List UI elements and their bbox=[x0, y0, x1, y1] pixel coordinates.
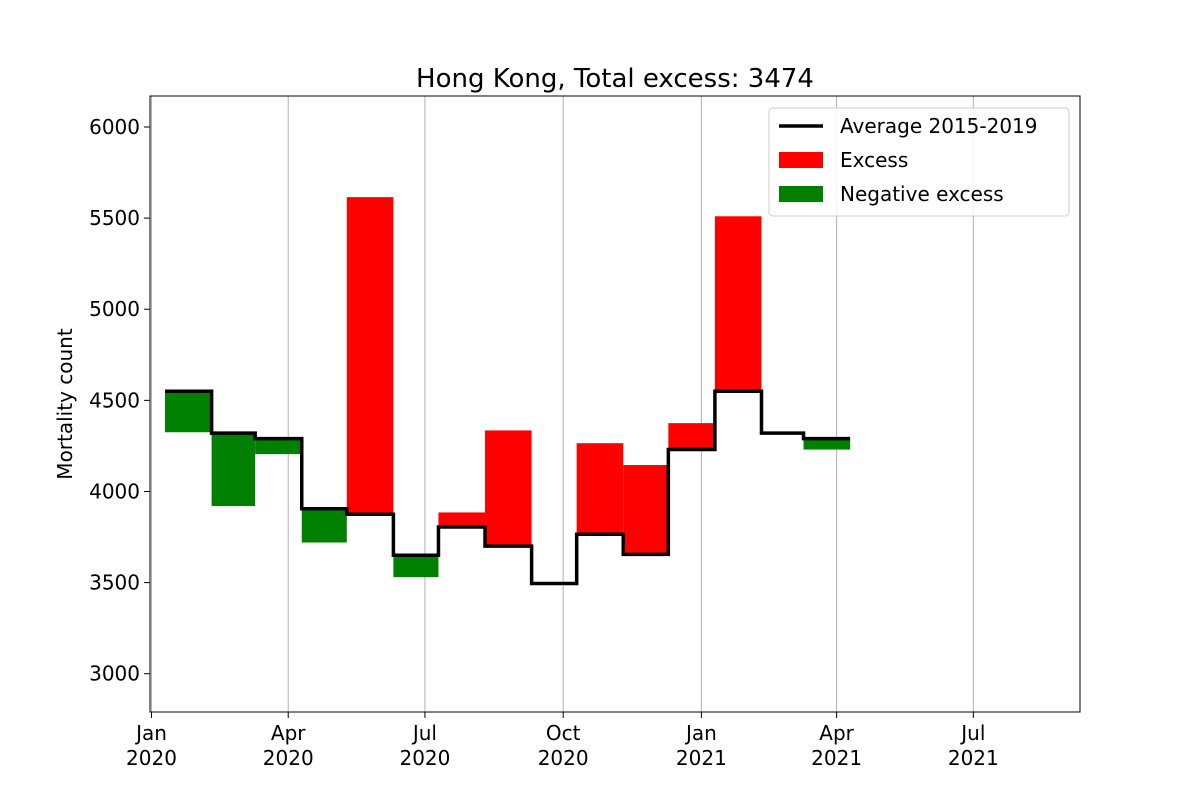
excess-bar bbox=[346, 197, 394, 515]
x-tick-label-year: 2020 bbox=[399, 746, 450, 770]
chart-title: Hong Kong, Total excess: 3474 bbox=[416, 64, 814, 94]
legend-patch-swatch bbox=[779, 152, 823, 168]
legend-label: Negative excess bbox=[840, 182, 1004, 206]
x-tick-label-month: Jan bbox=[134, 721, 167, 745]
y-tick-label: 6000 bbox=[89, 115, 140, 139]
negative-excess-bar bbox=[393, 555, 439, 578]
excess-bar bbox=[668, 423, 715, 450]
legend-patch-swatch bbox=[779, 186, 823, 202]
negative-excess-bar bbox=[211, 433, 256, 507]
x-tick-label-year: 2020 bbox=[263, 746, 314, 770]
excess-bar bbox=[485, 430, 532, 547]
plot-area-frame bbox=[149, 95, 1081, 713]
x-axis: Jan2020Apr2020Jul2020Oct2020Jan2021Apr20… bbox=[126, 712, 999, 770]
x-tick-label-year: 2021 bbox=[948, 746, 999, 770]
x-tick-label-month: Oct bbox=[546, 721, 581, 745]
x-tick-label-month: Jul bbox=[959, 721, 985, 745]
legend-label: Average 2015-2019 bbox=[840, 114, 1038, 138]
y-tick-label: 3000 bbox=[89, 662, 140, 686]
x-tick-label-month: Jul bbox=[411, 721, 437, 745]
x-tick-label-year: 2020 bbox=[538, 746, 589, 770]
negative-excess-bar bbox=[165, 391, 212, 433]
average-line-group bbox=[165, 389, 851, 586]
y-axis: 3000 3500 4000 4500 5000 5500 6000 bbox=[89, 115, 150, 686]
negative-excess-bar bbox=[301, 508, 347, 543]
y-tick-label: 5000 bbox=[89, 297, 140, 321]
x-tick-label-year: 2021 bbox=[676, 746, 727, 770]
x-tick-label-month: Apr bbox=[271, 721, 306, 745]
average-line bbox=[165, 389, 851, 586]
x-tick-label-month: Jan bbox=[684, 721, 717, 745]
legend-label: Excess bbox=[840, 148, 908, 172]
y-tick-label: 4500 bbox=[89, 388, 140, 412]
y-tick-label: 5500 bbox=[89, 206, 140, 230]
y-axis-label: Mortality count bbox=[53, 328, 77, 480]
negative-excess-bar bbox=[803, 438, 851, 450]
excess-bar bbox=[714, 216, 762, 392]
excess-bar bbox=[623, 465, 669, 555]
x-tick-label-year: 2021 bbox=[811, 746, 862, 770]
legend: Average 2015-2019 Excess Negative excess bbox=[768, 107, 1070, 217]
y-tick-label: 3500 bbox=[89, 571, 140, 595]
negative-excess-bar bbox=[255, 438, 302, 455]
excess-bars bbox=[165, 197, 851, 578]
x-tick-label-year: 2020 bbox=[126, 746, 177, 770]
y-tick-label: 4000 bbox=[89, 479, 140, 503]
excess-bar bbox=[576, 443, 624, 535]
excess-bar bbox=[438, 512, 486, 528]
x-tick-label-month: Apr bbox=[819, 721, 854, 745]
legend-box bbox=[768, 107, 1070, 217]
